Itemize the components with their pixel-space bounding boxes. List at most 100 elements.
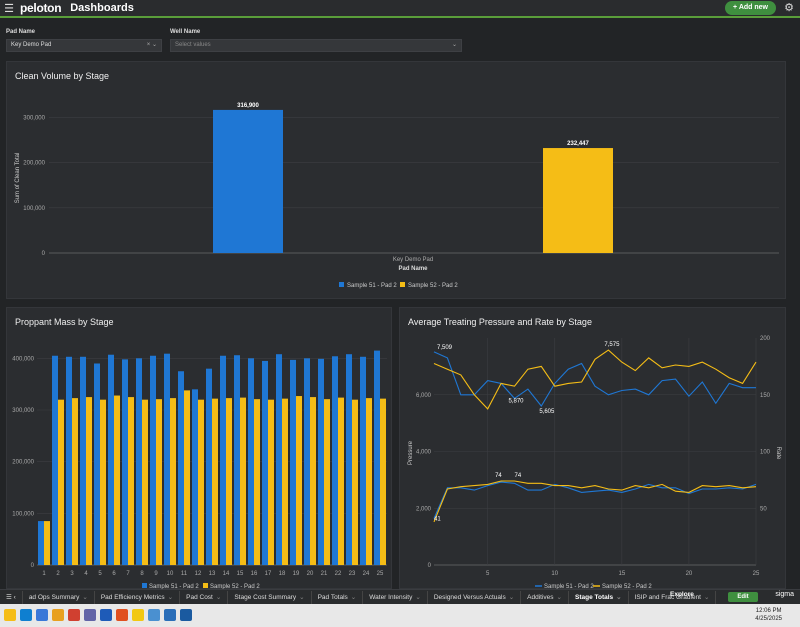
x-tick-label: 22 <box>335 571 342 577</box>
search-icon[interactable] <box>4 609 16 621</box>
annotation-label: 7,575 <box>604 342 620 348</box>
tab-pad-totals[interactable]: Pad Totals ⌄ <box>312 590 364 604</box>
app-icon[interactable] <box>116 609 128 621</box>
chevron-down-icon[interactable]: ⌄ <box>703 593 710 601</box>
bar <box>94 363 100 565</box>
chevron-down-icon[interactable]: ⌄ <box>299 593 305 601</box>
annotation-label: 74 <box>515 473 522 479</box>
teams-icon[interactable] <box>84 609 96 621</box>
series-line <box>433 351 756 407</box>
x-tick-label: 16 <box>251 571 258 577</box>
bar <box>352 399 358 565</box>
bar <box>290 359 296 565</box>
series-line <box>433 349 757 410</box>
tabs-menu-icon[interactable]: ☰ ‹ <box>0 590 23 604</box>
calendar-icon[interactable] <box>36 609 48 621</box>
chevron-down-icon[interactable]: ⌄ <box>451 42 457 48</box>
x-tick-label: 5 <box>486 571 490 577</box>
edge-icon[interactable] <box>20 609 32 621</box>
x-tick-label: 7 <box>126 571 130 577</box>
legend-label: Sample 52 - Pad 2 <box>602 584 652 590</box>
pressure-rate-title: Average Treating Pressure and Rate by St… <box>408 317 592 327</box>
bar <box>80 356 86 565</box>
y-tick-label: 300,000 <box>23 116 45 122</box>
tab-water-intensity[interactable]: Water Intensity ⌄ <box>363 590 428 604</box>
pressure-rate-panel: Average Treating Pressure and Rate by St… <box>399 307 786 590</box>
html5-icon[interactable] <box>68 609 80 621</box>
x-tick-label: Key Demo Pad <box>393 257 433 263</box>
filter-bar: Pad Name Key Demo Pad × ⌄ Well Name Sele… <box>6 24 796 56</box>
x-tick-label: 14 <box>223 571 230 577</box>
y-tick-label: 0 <box>42 251 46 257</box>
chevron-down-icon[interactable]: ⌄ <box>508 593 515 601</box>
bar <box>108 354 114 565</box>
bar <box>380 398 386 565</box>
tab-designed-versus-actuals[interactable]: Designed Versus Actuals ⌄ <box>428 590 522 604</box>
bar <box>226 398 232 565</box>
x-tick-label: 24 <box>363 571 370 577</box>
chevron-down-icon[interactable]: ⌄ <box>556 593 562 601</box>
bar <box>184 390 190 565</box>
clean-volume-chart: 0 100,000 200,000 300,000 Sum of Clean Total… <box>15 103 779 289</box>
bar <box>164 353 170 565</box>
clean-volume-title: Clean Volume by Stage <box>15 71 110 81</box>
chevron-down-icon[interactable]: ⌄ <box>415 593 421 601</box>
annotation-label: 41 <box>434 516 441 522</box>
bar <box>44 521 50 565</box>
outlook-icon[interactable] <box>100 609 112 621</box>
pad-name-select[interactable]: Key Demo Pad × ⌄ <box>6 39 162 52</box>
tab-pad-efficiency-metrics[interactable]: Pad Efficiency Metrics ⌄ <box>95 590 181 604</box>
bar <box>150 355 156 565</box>
tab-stage-totals[interactable]: Stage Totals ⌄ <box>569 590 629 604</box>
logo: peloton <box>20 1 62 15</box>
tab-ad-ops-summary[interactable]: ad Ops Summary ⌄ <box>23 590 95 604</box>
edit-button[interactable]: Edit <box>728 592 758 602</box>
well-name-select[interactable]: Select values ⌄ <box>170 39 462 52</box>
x-tick-label: 2 <box>56 571 60 577</box>
clear-chevron-icon[interactable]: × ⌄ <box>146 42 157 48</box>
tab-pad-cost[interactable]: Pad Cost ⌄ <box>180 590 229 604</box>
chevron-down-icon[interactable]: ⌄ <box>350 593 357 601</box>
bar <box>128 397 134 565</box>
bar <box>170 398 176 565</box>
gear-icon[interactable]: ⚙ <box>784 2 794 14</box>
bar <box>346 354 352 565</box>
pressure-rate-chart: 0 2,000 4,000 6,000 50 100 150 200 5 10 15 20 25 Pres… <box>408 336 781 590</box>
chevron-down-icon[interactable]: ⌄ <box>82 593 88 601</box>
data-label: 232,447 <box>567 141 589 147</box>
y-tick-label: 200,000 <box>12 460 34 466</box>
y-tick-label: 100,000 <box>12 511 34 517</box>
clock-time: 12:06 PM <box>755 608 782 614</box>
series-line <box>433 480 757 523</box>
tab-isip-and-frac-gradient[interactable]: ISIP and Frac Gradient ⌄ <box>629 590 717 604</box>
y-tick-label: 6,000 <box>416 393 432 399</box>
add-new-button[interactable]: + Add new <box>725 1 776 15</box>
app-icon[interactable] <box>148 609 160 621</box>
x-tick-label: 21 <box>321 571 328 577</box>
explore-toggle[interactable]: Explore <box>670 591 694 598</box>
y-tick-label: 4,000 <box>416 450 432 456</box>
annotation-label: 5,605 <box>539 409 555 415</box>
chevron-down-icon[interactable]: ⌄ <box>616 593 622 601</box>
tab-additives[interactable]: Additives ⌄ <box>521 590 569 604</box>
legend-swatch <box>339 282 344 287</box>
bar <box>296 396 302 565</box>
x-tick-label: 15 <box>237 571 244 577</box>
chevron-down-icon[interactable]: ⌄ <box>167 593 174 601</box>
y-axis-label: Sum of Clean Total <box>15 153 21 204</box>
menu-icon[interactable]: ☰ <box>4 2 14 15</box>
x-tick-label: 11 <box>181 571 188 577</box>
chevron-down-icon[interactable]: ⌄ <box>215 593 222 601</box>
y-tick-label: 200,000 <box>23 161 45 167</box>
bar <box>220 355 226 565</box>
y2-tick-label: 50 <box>760 506 767 512</box>
y-axis-label: Pressure <box>408 440 414 465</box>
bar <box>282 398 288 565</box>
series-line <box>433 481 757 519</box>
app-icon[interactable] <box>164 609 176 621</box>
bar <box>276 354 282 565</box>
powerbi-icon[interactable] <box>132 609 144 621</box>
folder-icon[interactable] <box>52 609 64 621</box>
tab-stage-cost-summary[interactable]: Stage Cost Summary ⌄ <box>228 590 312 604</box>
app-icon[interactable] <box>180 609 192 621</box>
